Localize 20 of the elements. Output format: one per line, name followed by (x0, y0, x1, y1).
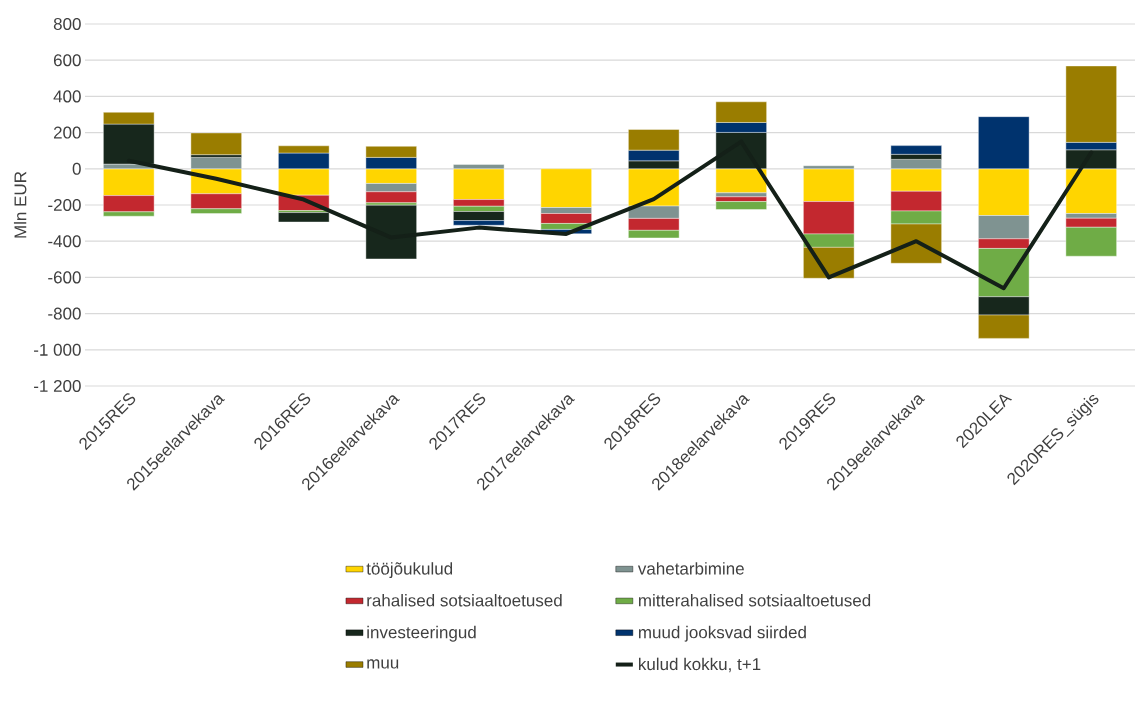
legend-label: mitterahalised sotsiaaltoetused (638, 594, 871, 607)
legend-label: tööjõukulud (366, 562, 453, 579)
legend-label: rahalised sotsiaaltoetused (367, 594, 562, 607)
y-axis-title: Mln EUR (13, 171, 27, 238)
y-tick-label: 400 (53, 90, 81, 103)
legend-label: investeeringud (367, 625, 476, 642)
y-tick-label: -800 (48, 307, 81, 320)
legend-label: muud jooksvad siirded (638, 625, 806, 642)
legend-label: vahetarbimine (637, 562, 744, 575)
y-tick-label: 200 (53, 126, 81, 139)
y-tick-label: 0 (72, 162, 81, 175)
y-tick-label: 800 (53, 17, 81, 31)
y-tick-label: -600 (48, 271, 81, 284)
y-tick-label: -200 (48, 198, 81, 212)
y-tick-label: -1 000 (34, 343, 81, 356)
legend-label: muu (367, 659, 399, 669)
y-tick-label: -1 200 (34, 379, 81, 393)
y-tick-label: 600 (53, 54, 81, 67)
legend-label: kulud kokku, t+1 (639, 657, 761, 673)
y-tick-label: -400 (48, 235, 81, 248)
